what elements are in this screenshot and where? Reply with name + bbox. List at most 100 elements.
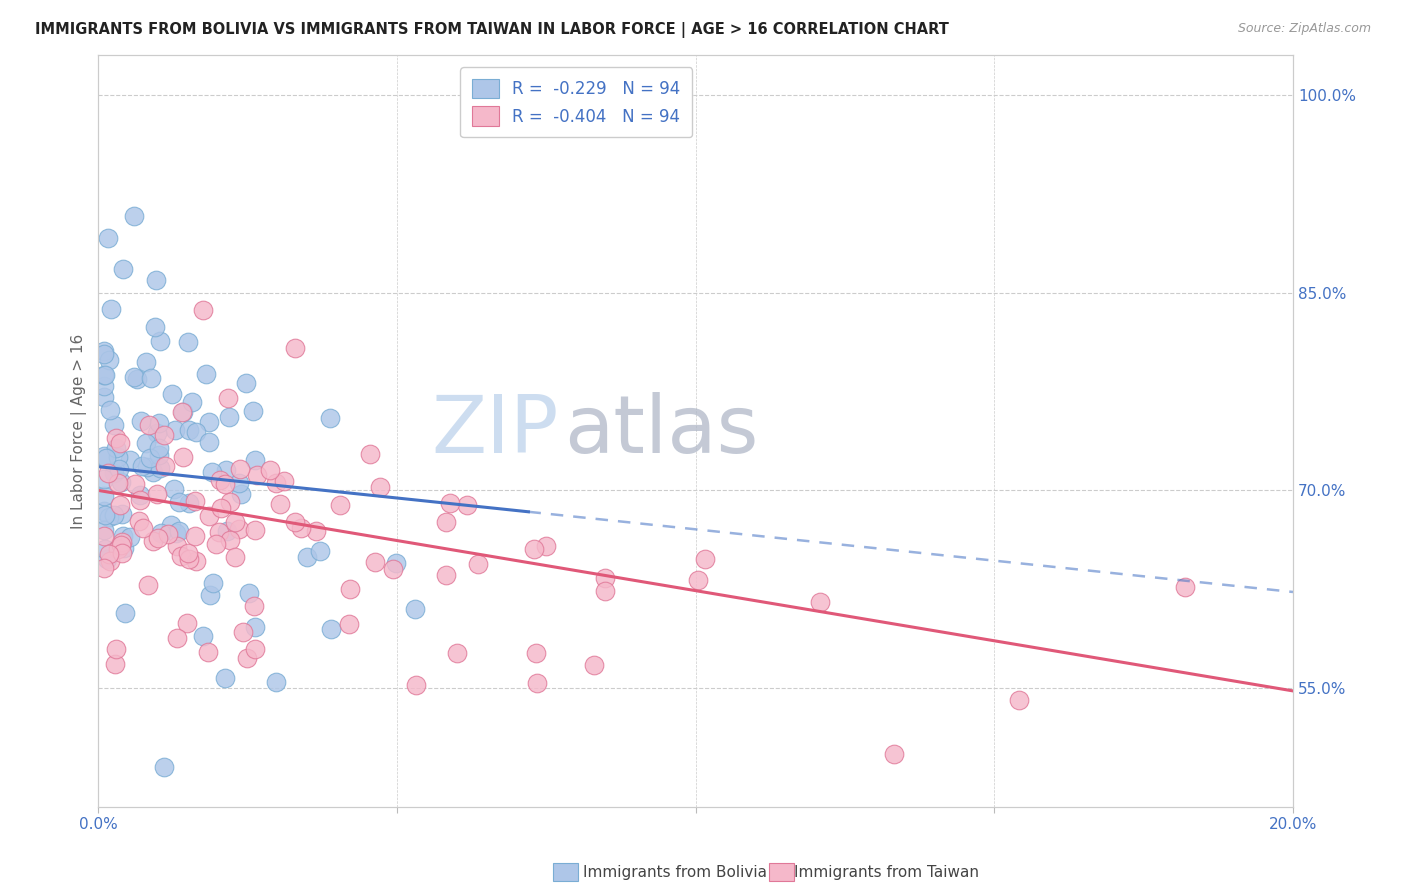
Point (111, 507, 134, 521)
Point (155, 459, 177, 474)
Point (128, 488, 150, 502)
Point (160, 387, 183, 401)
Point (191, 629, 214, 643)
Point (110, 475, 132, 490)
Point (93, 344, 115, 359)
Point (183, 494, 205, 508)
Point (198, 588, 221, 602)
Point (105, 432, 128, 446)
Point (153, 427, 176, 442)
Point (264, 674, 287, 689)
Point (93, 508, 115, 522)
Point (218, 533, 240, 547)
Point (686, 574, 709, 588)
Point (112, 262, 135, 277)
Point (198, 415, 221, 429)
Point (208, 525, 231, 540)
Point (534, 539, 557, 553)
Point (103, 508, 125, 522)
Point (93, 472, 115, 486)
Point (97, 230, 120, 244)
Point (177, 335, 200, 350)
Point (359, 447, 381, 461)
Point (214, 671, 236, 685)
Point (224, 515, 246, 529)
Point (169, 549, 191, 563)
Point (1174, 580, 1197, 594)
Point (107, 450, 129, 465)
Point (245, 620, 267, 634)
Point (295, 550, 318, 565)
Point (128, 493, 150, 508)
Point (149, 460, 172, 475)
Point (139, 451, 162, 466)
Point (184, 425, 207, 439)
Point (198, 509, 221, 524)
Point (103, 467, 125, 481)
Point (208, 473, 231, 487)
Point (236, 651, 259, 665)
Point (156, 526, 179, 541)
Point (364, 555, 387, 569)
Point (883, 747, 905, 762)
Point (166, 631, 188, 645)
Point (163, 482, 186, 496)
Point (523, 541, 546, 556)
Point (93, 368, 115, 383)
Legend: R =  -0.229   N = 94, R =  -0.404   N = 94: R = -0.229 N = 94, R = -0.404 N = 94 (460, 67, 692, 137)
Text: atlas: atlas (564, 392, 759, 470)
Point (194, 367, 217, 381)
Point (139, 370, 162, 384)
Point (456, 499, 478, 513)
Point (201, 576, 224, 591)
Point (122, 369, 145, 384)
Point (118, 530, 141, 544)
Point (217, 391, 239, 405)
Point (179, 552, 201, 566)
Point (93, 489, 115, 503)
Point (319, 622, 342, 636)
Point (110, 538, 132, 552)
Point (235, 376, 257, 390)
Point (146, 531, 169, 545)
Point (111, 546, 134, 560)
Point (232, 625, 254, 640)
Point (98, 547, 121, 561)
Point (228, 522, 250, 536)
Point (93, 368, 115, 383)
Point (103, 657, 125, 671)
Point (242, 599, 264, 614)
Point (124, 209, 146, 223)
Point (246, 467, 269, 482)
Point (105, 642, 128, 657)
Point (127, 372, 149, 386)
Point (404, 601, 426, 615)
Point (201, 465, 224, 479)
Text: ZIP: ZIP (430, 392, 558, 470)
Point (180, 394, 202, 409)
Point (224, 549, 246, 564)
Point (434, 567, 457, 582)
Point (214, 477, 236, 491)
Point (243, 452, 266, 467)
Point (98, 554, 121, 568)
Point (167, 524, 190, 538)
Point (259, 463, 281, 477)
Point (165, 526, 187, 541)
Point (318, 411, 340, 425)
Point (243, 523, 266, 537)
Point (329, 498, 352, 512)
Point (98, 402, 121, 417)
Point (434, 515, 457, 529)
Point (526, 676, 548, 690)
Point (128, 514, 150, 528)
Point (446, 646, 468, 660)
Point (145, 273, 167, 287)
Point (693, 552, 716, 566)
Point (146, 425, 169, 440)
Point (172, 450, 194, 464)
Point (229, 462, 252, 476)
Point (385, 556, 408, 570)
Point (97, 466, 120, 480)
Point (131, 459, 153, 474)
